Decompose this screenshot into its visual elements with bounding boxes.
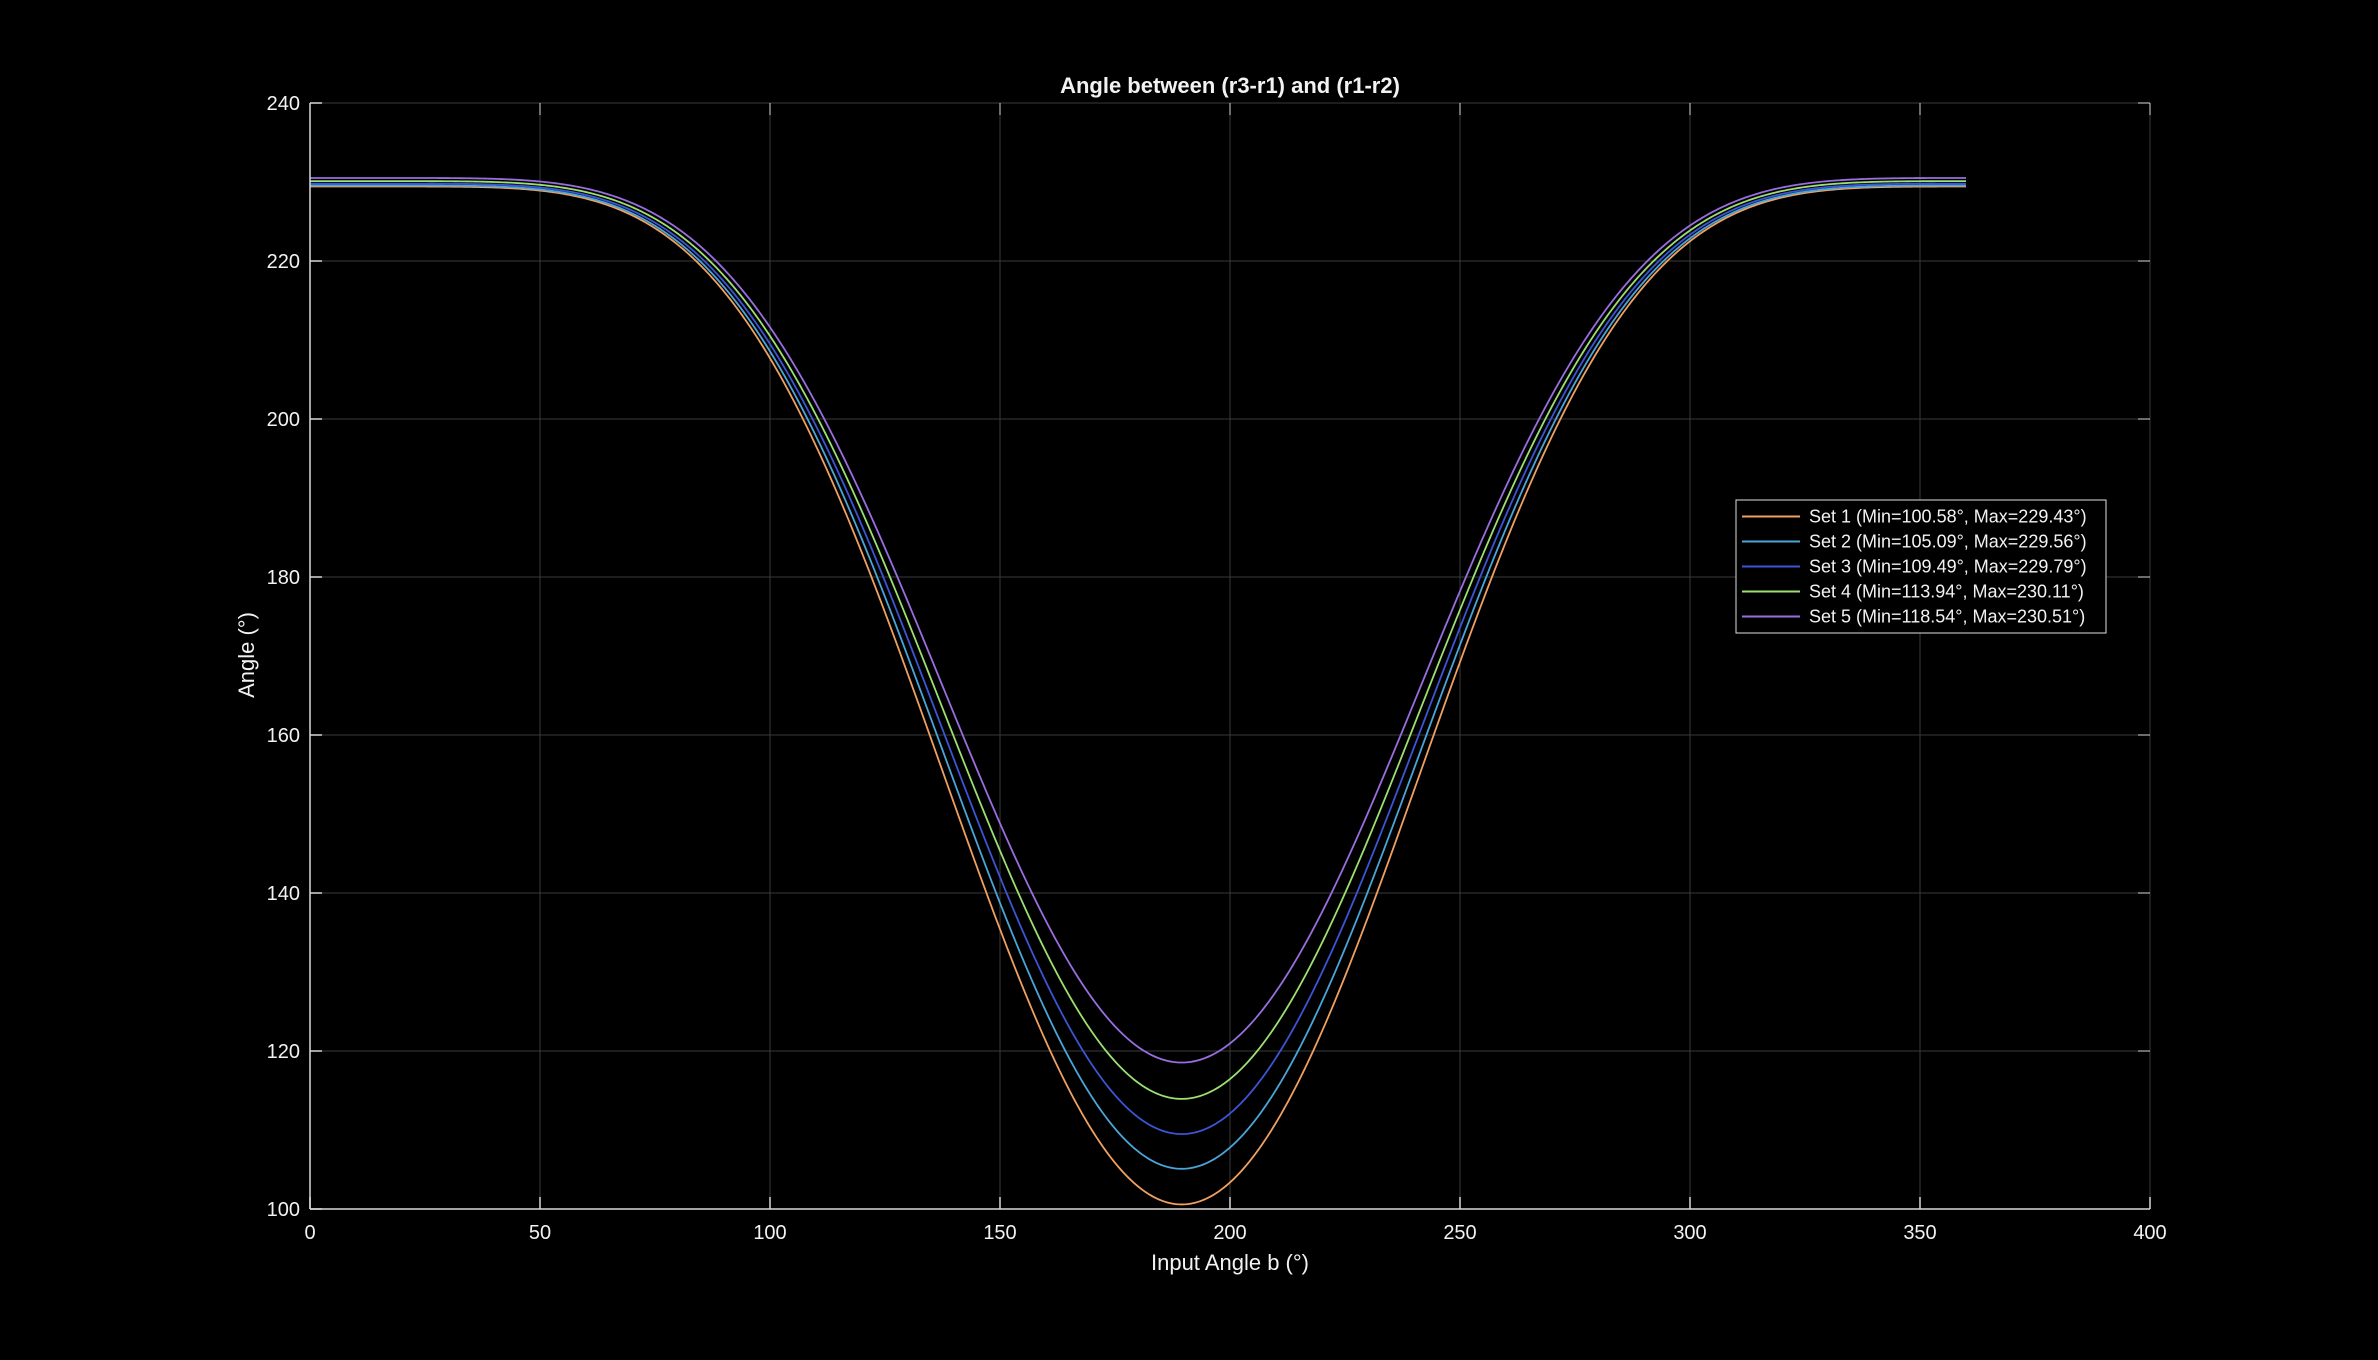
x-tick-label: 350 bbox=[1903, 1222, 1936, 1244]
legend-label-5: Set 5 (Min=118.54°, Max=230.51°) bbox=[1809, 607, 2085, 627]
series-line-4 bbox=[310, 180, 1966, 1100]
x-tick-label: 100 bbox=[753, 1222, 786, 1244]
x-tick-label: 0 bbox=[304, 1222, 315, 1244]
y-tick-label: 100 bbox=[267, 1199, 300, 1221]
y-tick-label: 160 bbox=[267, 725, 300, 747]
axes bbox=[309, 102, 2151, 1210]
series-line-1 bbox=[309, 185, 1966, 1206]
x-tick-label: 300 bbox=[1673, 1222, 1706, 1244]
x-tick-label: 200 bbox=[1213, 1222, 1246, 1244]
legend-label-3: Set 3 (Min=109.49°, Max=229.79°) bbox=[1809, 557, 2087, 577]
y-tick-label: 220 bbox=[267, 251, 300, 273]
y-tick-label: 140 bbox=[267, 883, 300, 905]
y-tick-label: 240 bbox=[267, 93, 300, 115]
series-group bbox=[309, 177, 1966, 1206]
legend-label-2: Set 2 (Min=105.09°, Max=229.56°) bbox=[1809, 532, 2087, 552]
x-tick-label: 150 bbox=[983, 1222, 1016, 1244]
legend: Set 1 (Min=100.58°, Max=229.43°) Set 2 (M… bbox=[1735, 499, 2107, 634]
legend-label-4: Set 4 (Min=113.94°, Max=230.11°) bbox=[1809, 582, 2084, 602]
x-tick-label: 250 bbox=[1443, 1222, 1476, 1244]
series-line-3 bbox=[310, 182, 1966, 1135]
y-axis-label: Angle (°) bbox=[234, 612, 259, 698]
y-tick-label: 120 bbox=[267, 1041, 300, 1063]
y-tick-label: 180 bbox=[267, 567, 300, 589]
y-tick-label: 200 bbox=[267, 409, 300, 431]
series-line-5 bbox=[310, 177, 1966, 1064]
tick-labels: 0 50 100 150 200 250 300 350 400 100 120 140 160 180 2… bbox=[267, 93, 2167, 1244]
series-line-2 bbox=[310, 184, 1966, 1170]
chart-title: Angle between (r3-r1) and (r1-r2) bbox=[1060, 73, 1400, 98]
x-tick-label: 400 bbox=[2133, 1222, 2166, 1244]
x-tick-label: 50 bbox=[529, 1222, 551, 1244]
legend-label-1: Set 1 (Min=100.58°, Max=229.43°) bbox=[1809, 507, 2087, 527]
x-axis-label: Input Angle b (°) bbox=[1151, 1250, 1309, 1275]
